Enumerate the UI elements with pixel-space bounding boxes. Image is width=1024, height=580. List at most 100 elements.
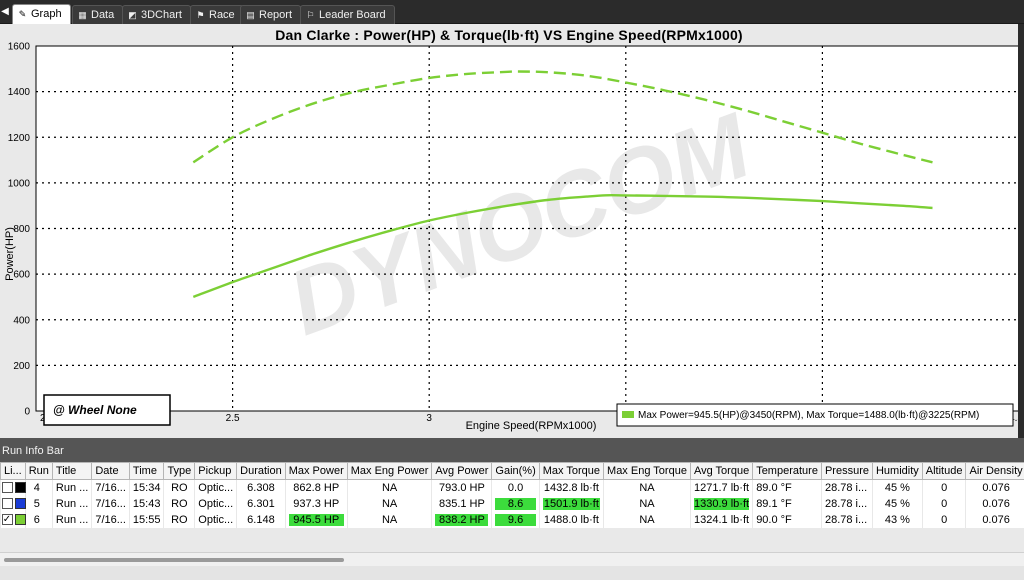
legend-text: Max Power=945.5(HP)@3450(RPM), Max Torqu… — [638, 410, 979, 421]
cell-date: 7/16... — [91, 479, 130, 496]
cell-humidity: 45 % — [872, 495, 923, 512]
column-header[interactable]: Avg Power — [431, 462, 493, 480]
cell-type: RO — [163, 479, 196, 496]
cell-date: 7/16... — [91, 511, 130, 528]
tab-race[interactable]: ⚑ Race — [190, 5, 244, 24]
tab-report[interactable]: ▤ Report — [240, 5, 302, 24]
column-header[interactable]: Time — [128, 462, 165, 480]
cell-humidity: 43 % — [872, 511, 923, 528]
tab-data-label: Data — [91, 9, 115, 21]
run-info-bar: Run Info Bar Li... Run Title Date Time Type Pi… — [0, 438, 1024, 580]
torque-series-line — [192, 70, 933, 164]
cell-temperature: 90.0 °F — [752, 511, 822, 528]
cell-max-power: 945.5 HP — [285, 511, 348, 528]
run-table-body: 4 Run ... 7/16... 15:34 RO Optic... 6.308 862.8… — [0, 479, 1024, 528]
cell-max-eng-power: NA — [347, 511, 433, 528]
report-icon: ▤ — [246, 10, 255, 20]
column-header[interactable]: Type — [163, 462, 196, 480]
column-header[interactable]: Duration — [236, 462, 286, 480]
cell-temperature: 89.1 °F — [752, 495, 822, 512]
column-header[interactable]: Run — [24, 462, 53, 480]
cell-max-eng-torque: NA — [603, 511, 691, 528]
wheel-label-box: @ Wheel None — [43, 394, 171, 426]
column-header[interactable]: Max Eng Power — [346, 462, 433, 480]
3d-chart-icon: ◩ — [128, 10, 137, 20]
legend[interactable]: Max Power=945.5(HP)@3450(RPM), Max Torqu… — [616, 403, 1014, 427]
cell-max-eng-torque: NA — [603, 495, 691, 512]
horizontal-scrollbar[interactable] — [0, 552, 1024, 566]
column-header[interactable]: Temperature — [752, 462, 822, 480]
grid-lines — [36, 46, 1018, 411]
row-checkbox[interactable] — [1, 482, 13, 494]
table-row[interactable]: 5 Run ... 7/16... 15:43 RO Optic... 6.301 937.3… — [0, 495, 1024, 512]
column-header[interactable]: Max Power — [284, 462, 348, 480]
column-header[interactable]: Altitude — [921, 462, 967, 480]
cell-max-eng-power: NA — [347, 479, 433, 496]
run-color-swatch[interactable] — [14, 498, 26, 510]
y-tick-label: 1400 — [8, 87, 31, 98]
cell-max-eng-power: NA — [347, 495, 433, 512]
row-checkbox[interactable]: ✓ — [1, 514, 13, 526]
x-tick-label: 3 — [426, 413, 432, 424]
table-row[interactable]: ✓ 6 Run ... 7/16... 15:55 RO Optic... 6.148 945.… — [0, 511, 1024, 528]
y-tick-label: 200 — [13, 361, 30, 372]
x-tick-label: 2 — [40, 413, 46, 424]
cell-type: RO — [163, 511, 196, 528]
column-header[interactable]: Air Density — [965, 462, 1024, 480]
column-header[interactable]: Max Eng Torque — [603, 462, 691, 480]
cell-max-torque: 1432.8 lb·ft — [539, 479, 605, 496]
run-table-header: Li... Run Title Date Time Type Pickup Duration M… — [0, 462, 1024, 480]
tab-3dchart-label: 3DChart — [141, 9, 182, 21]
tab-leader-board[interactable]: ⚐ Leader Board — [300, 5, 395, 24]
y-tick-label: 0 — [24, 407, 30, 418]
column-header[interactable]: Title — [51, 462, 93, 480]
cell-air-density: 0.076 — [965, 495, 1024, 512]
y-tick-label: 400 — [13, 315, 30, 326]
cell-title: Run ... — [52, 495, 93, 512]
cell-pressure: 28.78 i... — [821, 495, 873, 512]
column-header[interactable]: Date — [91, 462, 130, 480]
x-tick-label: 4.5 — [1009, 413, 1018, 424]
y-tick-label: 1200 — [8, 133, 31, 144]
column-header[interactable]: Gain(%) — [491, 462, 540, 480]
tab-graph-label: Graph — [31, 8, 62, 20]
tab-scroll-left-icon[interactable]: ◀ — [1, 6, 9, 17]
cell-air-density: 0.076 — [965, 511, 1024, 528]
cell-avg-torque: 1330.9 lb·ft — [690, 495, 754, 512]
cell-altitude: 0 — [922, 495, 967, 512]
chart-title: Dan Clarke : Power(HP) & Torque(lb·ft) V… — [275, 27, 743, 43]
column-header[interactable]: Humidity — [871, 462, 923, 480]
cell-air-density: 0.076 — [965, 479, 1024, 496]
column-header[interactable]: Pressure — [820, 462, 873, 480]
tab-3dchart[interactable]: ◩ 3DChart — [122, 5, 191, 24]
wheel-label: @ Wheel None — [53, 403, 137, 417]
cell-gain: 0.0 — [491, 479, 540, 496]
chart-panel: Dan Clarke : Power(HP) & Torque(lb·ft) V… — [0, 24, 1024, 438]
race-flag-icon: ⚑ — [196, 10, 205, 20]
table-row[interactable]: 4 Run ... 7/16... 15:34 RO Optic... 6.308 862.8… — [0, 479, 1024, 496]
column-header[interactable]: Pickup — [194, 462, 238, 480]
cell-pickup: Optic... — [194, 511, 238, 528]
cell-pickup: Optic... — [194, 495, 238, 512]
cell-avg-power: 835.1 HP — [431, 495, 493, 512]
tab-leader-board-label: Leader Board — [319, 9, 386, 21]
column-header[interactable]: Max Torque — [538, 462, 605, 480]
cell-avg-power: 838.2 HP — [431, 511, 493, 528]
run-color-swatch[interactable] — [14, 482, 26, 494]
row-checkbox[interactable] — [1, 498, 13, 510]
column-header[interactable]: Avg Torque — [689, 462, 754, 480]
run-info-caption-bar: Run Info Bar — [0, 438, 1024, 462]
cell-avg-torque: 1271.7 lb·ft — [690, 479, 754, 496]
tab-data[interactable]: ▦ Data — [72, 5, 124, 24]
cell-max-eng-torque: NA — [603, 479, 691, 496]
tab-graph[interactable]: ✎ Graph — [12, 4, 71, 24]
scrollbar-thumb[interactable] — [4, 558, 344, 562]
cell-altitude: 0 — [922, 479, 967, 496]
cell-run: 4 — [14, 479, 53, 496]
tab-bar: ◀ ✎ Graph ▦ Data ◩ 3DChart ⚑ Race ▤ Repo… — [0, 0, 1024, 24]
column-header[interactable]: Li... — [0, 462, 26, 480]
run-color-swatch[interactable] — [14, 514, 26, 526]
cell-run: 5 — [14, 495, 53, 512]
y-axis-title: Power(HP) — [4, 227, 16, 281]
